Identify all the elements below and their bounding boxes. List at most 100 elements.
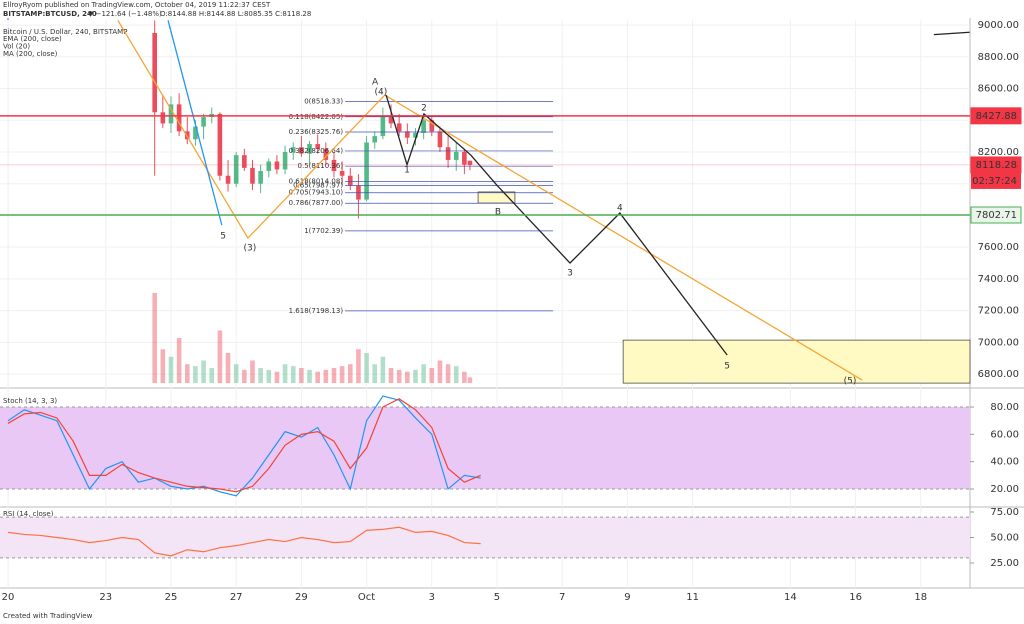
volume-bar bbox=[421, 364, 426, 383]
y-tick-label: 20.00 bbox=[990, 484, 1019, 495]
x-tick-label: 29 bbox=[295, 592, 308, 603]
candle-body bbox=[266, 161, 272, 172]
wave-label: (3) bbox=[244, 244, 257, 254]
footer: Created with TradingView bbox=[3, 612, 93, 620]
volume-bar bbox=[467, 377, 473, 383]
indicator-line bbox=[7, 395, 481, 497]
volume-bar bbox=[437, 360, 443, 383]
candle-body bbox=[462, 151, 467, 165]
volume-bar bbox=[250, 360, 255, 383]
x-tick-label: 5 bbox=[494, 592, 500, 603]
y-tick-label: 8800.00 bbox=[978, 52, 1019, 63]
volume-bar bbox=[233, 364, 239, 383]
volume-bar bbox=[323, 369, 329, 383]
wave-label: 4 bbox=[617, 204, 623, 214]
candle-body bbox=[160, 112, 166, 124]
price-tag-label: 7802.71 bbox=[976, 210, 1017, 221]
y-tick-label: 8200.00 bbox=[978, 147, 1019, 158]
y-tick-label: 40.00 bbox=[990, 457, 1019, 468]
band bbox=[0, 517, 970, 558]
volume-bar bbox=[396, 369, 402, 383]
candle-body bbox=[364, 142, 369, 200]
volume-bar bbox=[258, 368, 263, 383]
y-tick-label: 75.00 bbox=[990, 507, 1019, 518]
volume-bar bbox=[364, 353, 369, 383]
volume-bar bbox=[462, 371, 467, 383]
wave-label: 3 bbox=[567, 269, 573, 279]
candle-body bbox=[388, 117, 394, 124]
volume-bar bbox=[225, 353, 231, 383]
volume-bar bbox=[242, 369, 247, 383]
volume-bar bbox=[168, 356, 174, 383]
volume-bar bbox=[380, 356, 386, 383]
countdown: 02:37:24 bbox=[972, 176, 1017, 187]
volume-bar bbox=[274, 371, 280, 383]
candle-body bbox=[421, 120, 426, 133]
candle-body bbox=[290, 147, 296, 152]
fib-label: 0.236(8325.76) bbox=[289, 128, 344, 136]
volume-bar bbox=[429, 368, 435, 383]
candle-body bbox=[331, 159, 337, 172]
fib-label: 0.118(8422.05) bbox=[289, 113, 344, 121]
indicator-line bbox=[7, 398, 481, 493]
candle-body bbox=[233, 155, 239, 184]
volume-bar bbox=[307, 369, 312, 383]
fib-label: 1(7702.39) bbox=[304, 227, 343, 235]
candle-body bbox=[445, 147, 451, 160]
candle-body bbox=[168, 104, 174, 124]
volume-bar bbox=[160, 349, 166, 383]
fib-label: 0.618(8014.08) bbox=[289, 177, 344, 185]
candle-body bbox=[429, 120, 435, 132]
indicator-label: Vol (20) bbox=[3, 43, 30, 51]
candle-body bbox=[193, 126, 198, 140]
candle-body bbox=[467, 160, 473, 165]
wave-line bbox=[933, 31, 970, 36]
candle-body bbox=[347, 175, 353, 186]
candle-body bbox=[380, 117, 386, 137]
indicator-line bbox=[7, 526, 481, 557]
wave-line bbox=[117, 19, 863, 381]
wave-label: A bbox=[372, 78, 379, 88]
candle-body bbox=[258, 171, 263, 184]
y-tick-label: 6800.00 bbox=[978, 369, 1019, 380]
y-tick-label: 50.00 bbox=[990, 532, 1019, 543]
wave-label: 2 bbox=[421, 104, 427, 114]
x-tick-label: 7 bbox=[559, 592, 565, 603]
candle-body bbox=[282, 151, 288, 170]
volume-bar bbox=[405, 371, 410, 383]
fib-label: 0.786(7877.00) bbox=[289, 199, 344, 207]
volume-bar bbox=[282, 364, 288, 383]
price-tag bbox=[970, 107, 1022, 125]
volume-bar bbox=[388, 368, 394, 383]
y-tick-label: 7000.00 bbox=[978, 337, 1019, 348]
countdown-box bbox=[971, 172, 1021, 189]
y-tick-label: 7200.00 bbox=[978, 306, 1019, 317]
symbol: BITSTAMP:BTCUSD, 240 bbox=[3, 10, 97, 18]
wave-label: (5) bbox=[844, 377, 857, 387]
wave-line bbox=[385, 94, 728, 356]
fib-label: 0.705(7943.10) bbox=[289, 189, 344, 197]
x-tick-label: 25 bbox=[165, 592, 178, 603]
y-tick-label: 25.00 bbox=[990, 558, 1019, 569]
fib-label: 0(8518.33) bbox=[304, 97, 343, 105]
candle-body bbox=[396, 123, 402, 132]
volume-bar bbox=[201, 360, 206, 383]
box bbox=[477, 191, 516, 204]
pane-title: Stoch (14, 3, 3) bbox=[3, 397, 57, 405]
volume-bar bbox=[413, 369, 418, 383]
volume-bar bbox=[184, 364, 190, 383]
candle-body bbox=[299, 147, 304, 154]
x-tick-label: 14 bbox=[784, 592, 797, 603]
volume-bar bbox=[299, 368, 304, 383]
volume-bar bbox=[193, 366, 198, 383]
volume-bar bbox=[372, 364, 378, 383]
volume-bar bbox=[347, 364, 353, 383]
candle-body bbox=[453, 151, 459, 160]
candle-body bbox=[437, 131, 443, 148]
volume-bar bbox=[290, 366, 296, 383]
fib-label: 0.382(8206.64) bbox=[289, 147, 344, 155]
volume-bar bbox=[445, 364, 451, 383]
candle-body bbox=[307, 144, 312, 154]
x-tick-label: 11 bbox=[686, 592, 699, 603]
